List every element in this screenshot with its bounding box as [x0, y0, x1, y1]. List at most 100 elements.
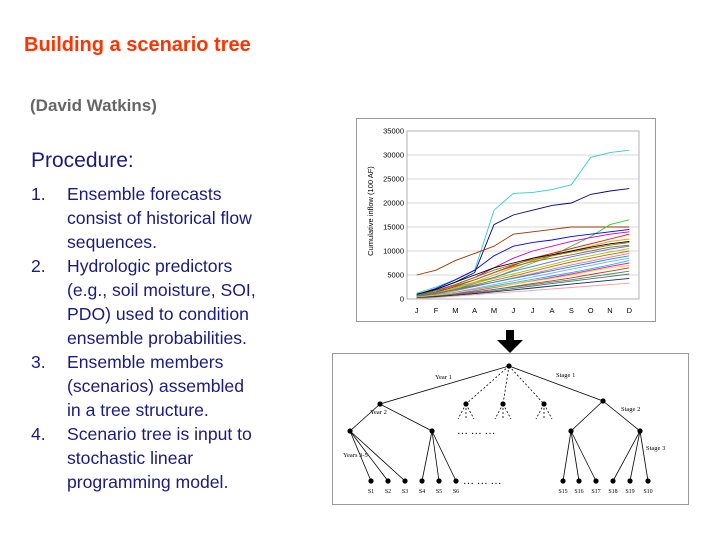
tree-leaf-node: [627, 478, 633, 484]
tree-leaf-label: S10: [643, 489, 652, 495]
tree-edge: [602, 400, 641, 432]
tree-edge: [349, 430, 406, 482]
chart-series-line: [416, 248, 630, 298]
tree-edge: [465, 365, 510, 405]
tree-edge: [508, 365, 604, 402]
tree-edge: [349, 430, 372, 482]
tree-edge: [349, 403, 381, 432]
chart-y-tick-label: 5000: [387, 271, 404, 280]
tree-leaf-node: [436, 478, 442, 484]
tree-stage2-node: [568, 428, 574, 434]
tree-edge: [379, 403, 433, 432]
tree-edge: [570, 400, 604, 432]
chart-x-tick-label: M: [452, 306, 458, 315]
chart-x-tick-label: M: [491, 306, 497, 315]
chart-y-axis-label: Cumulative inflow (100 AF): [366, 166, 375, 256]
chart-series-line: [416, 240, 630, 295]
tree-leaf-node: [610, 478, 616, 484]
scenario-tree-diagram: Year 1 Stage 1 Year 2 Stage 2 Stage 3 Ye…: [332, 353, 689, 505]
down-arrow-icon: [497, 330, 523, 353]
tree-edge: [639, 430, 649, 482]
tree-leaf-node: [645, 478, 651, 484]
scenario-tree-svg: Year 1 Stage 1 Year 2 Stage 2 Stage 3 Ye…: [343, 363, 665, 495]
chart-series-line: [416, 282, 630, 299]
tree-stage1-node: [541, 401, 547, 407]
tree-edge: [570, 430, 597, 482]
tree-leaf-label: S18: [608, 489, 617, 495]
inflow-chart: 0 5000 10000 15000 20000 25000 30000 35000 J F M A M…: [356, 118, 656, 322]
chart-x-tick-label: J: [531, 306, 535, 315]
chart-y-tick-label: 0: [400, 295, 404, 304]
tree-label-year2: Year 2: [370, 409, 387, 416]
tree-edge-dashed: [457, 403, 467, 420]
tree-leaf-label: S1: [368, 489, 374, 495]
step-number: 4.: [31, 424, 46, 444]
tree-leaf-node: [560, 478, 566, 484]
tree-edge: [570, 430, 580, 482]
step-number: 3.: [31, 352, 46, 372]
tree-stage2-node: [637, 428, 643, 434]
tree-edge-dashed: [543, 403, 553, 420]
step-line: stochastic linear: [67, 448, 194, 468]
tree-leaf-node: [368, 478, 374, 484]
tree-edge: [431, 430, 440, 482]
tree-edge: [379, 365, 510, 405]
tree-stage1-node: [463, 401, 469, 407]
tree-label-years-3-5: Years 3-5: [343, 452, 368, 459]
chart-series-line: [416, 228, 630, 296]
chart-y-tick-label: 35000: [383, 127, 404, 136]
inflow-chart-svg: 0 5000 10000 15000 20000 25000 30000 35000 J F M A M…: [366, 127, 640, 315]
tree-leaf-node: [402, 478, 408, 484]
chart-y-tick-label: 25000: [383, 175, 404, 184]
chart-y-tick-label: 30000: [383, 151, 404, 160]
tree-leaf-node: [385, 478, 391, 484]
procedure-step-4: 4. Scenario tree is input to stochastic …: [31, 422, 331, 494]
chart-x-tick-label: A: [549, 306, 554, 315]
tree-stage2-node: [347, 428, 353, 434]
tree-ellipsis-middle: … … …: [457, 425, 496, 437]
step-line: ensemble probabilities.: [67, 328, 247, 348]
chart-series-line: [416, 255, 630, 297]
procedure-step-3: 3. Ensemble members (scenarios) assemble…: [31, 350, 331, 422]
chart-x-tick-label: J: [511, 306, 515, 315]
step-line: sequences.: [67, 232, 157, 252]
tree-leaf-label: S2: [385, 489, 391, 495]
procedure-step-2: 2. Hydrologic predictors (e.g., soil moi…: [31, 254, 331, 350]
step-line: Scenario tree is input to: [67, 424, 252, 444]
tree-edge: [421, 430, 433, 482]
step-line: PDO) used to condition: [67, 304, 249, 324]
tree-leaf-label: S4: [419, 489, 425, 495]
chart-y-tick-label: 10000: [383, 247, 404, 256]
procedure-heading: Procedure:: [31, 149, 134, 172]
step-line: programming model.: [67, 472, 229, 492]
tree-edge: [612, 430, 641, 482]
tree-label-year1: Year 1: [435, 374, 452, 381]
tree-leaf-label: S17: [591, 489, 600, 495]
tree-edge: [562, 430, 572, 482]
tree-edge-dashed: [465, 403, 475, 420]
chart-series-line: [416, 226, 630, 276]
tree-ellipsis-bottom: … … …: [463, 475, 502, 487]
chart-series-line: [416, 264, 630, 298]
tree-stage1-node: [500, 401, 506, 407]
step-line: Hydrologic predictors: [67, 256, 233, 276]
tree-edge: [349, 430, 389, 482]
chart-y-tick-label: 20000: [383, 199, 404, 208]
procedure-list: 1. Ensemble forecasts consist of histori…: [31, 182, 331, 494]
tree-leaf-label: S15: [558, 489, 567, 495]
chart-x-tick-label: N: [607, 306, 612, 315]
tree-label-stage3: Stage 3: [646, 445, 665, 452]
chart-series-line: [416, 244, 630, 296]
step-line: Ensemble members: [67, 352, 224, 372]
tree-leaf-node: [419, 478, 425, 484]
chart-series-line: [416, 270, 630, 299]
tree-root-node: [506, 363, 512, 369]
step-line: consist of historical flow: [67, 208, 252, 228]
tree-edge: [508, 365, 545, 405]
step-line: Ensemble forecasts: [67, 184, 222, 204]
slide-title: Building a scenario tree: [24, 34, 251, 56]
tree-leaf-label: S5: [436, 489, 442, 495]
chart-series-line: [416, 277, 630, 299]
tree-label-stage1: Stage 1: [556, 372, 575, 379]
chart-series-line: [416, 241, 630, 297]
